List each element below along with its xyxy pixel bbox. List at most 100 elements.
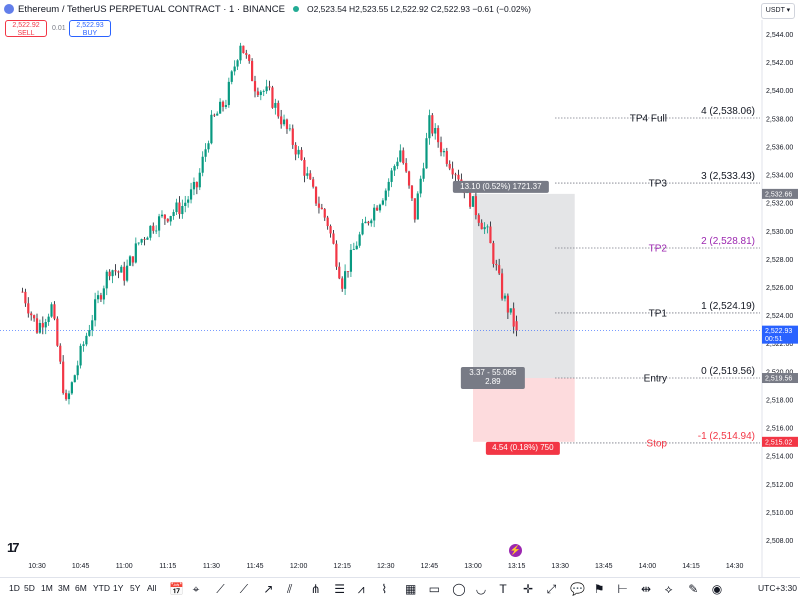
- long-position-tool[interactable]: [473, 193, 575, 442]
- currency-selector[interactable]: USDT ▾: [761, 3, 795, 19]
- tradingview-logo[interactable]: 17: [7, 540, 20, 555]
- cursor-icon[interactable]: ⌖: [192, 582, 200, 596]
- bolt-icon[interactable]: ⚡: [509, 544, 522, 557]
- time-tick-label: 14:15: [682, 563, 700, 570]
- price-tick-label: 2,522.00: [766, 341, 793, 348]
- tf-1m[interactable]: 1M: [41, 583, 53, 593]
- tf-6m[interactable]: 6M: [75, 583, 87, 593]
- level-value: 1 (2,524.19): [701, 301, 755, 312]
- time-tick-label: 10:45: [72, 563, 90, 570]
- parallel-channel-icon[interactable]: ⫽: [287, 582, 293, 596]
- candle-body: [448, 163, 451, 169]
- candle-body: [79, 345, 82, 366]
- sell-price: 2,522.92: [12, 22, 40, 29]
- candle-body: [477, 215, 480, 223]
- candle-body: [207, 143, 210, 150]
- extended-line-icon[interactable]: ↗: [263, 582, 274, 596]
- ray-icon[interactable]: ⟋: [239, 582, 249, 596]
- eye-icon[interactable]: ◉: [711, 582, 723, 596]
- candle-body: [367, 221, 370, 224]
- candle-body: [227, 81, 230, 106]
- candle-body: [62, 361, 65, 393]
- flag-icon[interactable]: ⚑: [593, 582, 605, 596]
- tf-all[interactable]: All: [147, 583, 157, 593]
- sell-button[interactable]: 2,522.92 SELL: [5, 20, 47, 37]
- tf-1d[interactable]: 1D: [9, 583, 20, 593]
- level-name: TP4 Full: [630, 113, 667, 124]
- candle-body: [422, 168, 425, 179]
- candle-body: [35, 318, 39, 333]
- pitchfork-icon[interactable]: ⋔: [310, 582, 321, 596]
- candle-body: [85, 335, 88, 345]
- arc-icon[interactable]: ◡: [475, 582, 487, 596]
- time-tick-label: 13:00: [464, 563, 482, 570]
- price-tick-label: 2,526.00: [766, 285, 793, 292]
- candle-body: [24, 291, 27, 304]
- calendar-range-icon[interactable]: 📅: [169, 582, 184, 596]
- candle-body: [21, 291, 24, 293]
- price-range-icon[interactable]: ⊢: [617, 582, 628, 596]
- fib-icon[interactable]: ☰: [334, 582, 345, 596]
- price-axis-tag: [762, 436, 798, 447]
- date-range-icon[interactable]: ⇹: [641, 582, 652, 596]
- candle-body: [210, 114, 213, 144]
- candle-body: [155, 230, 158, 232]
- candle-body: [402, 150, 405, 164]
- stop-label: 4.54 (0.18%) 750: [492, 443, 554, 452]
- candle-body: [221, 101, 225, 107]
- buy-button[interactable]: 2,522.93 BUY: [69, 20, 111, 37]
- candle-body: [439, 142, 443, 153]
- zigzag-icon[interactable]: ⩘: [357, 582, 365, 596]
- risk-reward-label: 3.37 - 55.066: [469, 368, 517, 377]
- candle-body: [192, 181, 196, 190]
- gann-icon[interactable]: ▦: [405, 582, 417, 596]
- candle-body: [277, 102, 280, 117]
- text-icon[interactable]: T: [499, 582, 507, 596]
- candle-body: [175, 202, 178, 213]
- price-tick-label: 2,536.00: [766, 144, 793, 151]
- candle-body: [471, 196, 475, 207]
- price-axis-tag-text: 2,522.93: [765, 328, 792, 335]
- level-name: TP1: [649, 308, 668, 319]
- symbol-title[interactable]: Ethereum / TetherUS PERPETUAL CONTRACT ·…: [18, 3, 285, 15]
- tf-ytd[interactable]: YTD: [93, 583, 110, 593]
- fib-levels[interactable]: TP4 Full 4 (2,538.06) TP3 3 (2,533.43) TP2 2 …: [555, 106, 760, 449]
- axes[interactable]: 2,544.00 2,542.00 2,540.00 2,538.00 2,536.00…: [28, 20, 798, 577]
- candle-body: [216, 113, 219, 116]
- time-tick-label: 12:15: [333, 563, 351, 570]
- level-name: Entry: [644, 374, 667, 385]
- circle-icon[interactable]: ◯: [452, 582, 466, 596]
- candle-body: [341, 278, 344, 289]
- candle-body: [94, 299, 97, 321]
- callout-icon[interactable]: 💬: [570, 582, 586, 596]
- trend-line-icon[interactable]: ⟋: [216, 582, 225, 596]
- candle-body: [30, 313, 33, 316]
- candle-body: [344, 271, 347, 289]
- candle-body: [178, 202, 181, 215]
- price-tick-label: 2,538.00: [766, 116, 793, 123]
- tf-1y[interactable]: 1Y: [113, 583, 124, 593]
- price-tick-label: 2,534.00: [766, 173, 793, 180]
- tf-3m[interactable]: 3M: [58, 583, 70, 593]
- candle-body: [219, 101, 222, 114]
- pattern-icon[interactable]: ⌇: [381, 582, 388, 596]
- crosshair-icon[interactable]: ✛: [523, 582, 534, 596]
- candle-body: [248, 54, 251, 61]
- candle-body: [425, 138, 428, 169]
- time-tick-label: 13:45: [595, 563, 613, 570]
- level-name: TP3: [649, 179, 668, 190]
- timezone-selector[interactable]: UTC+3:30: [758, 583, 797, 593]
- path-icon[interactable]: ⟡: [664, 582, 673, 596]
- measure-icon[interactable]: ⤢: [546, 582, 557, 596]
- price-tick-label: 2,518.00: [766, 397, 793, 404]
- tf-5d[interactable]: 5D: [24, 583, 35, 593]
- tf-5y[interactable]: 5Y: [130, 583, 141, 593]
- candle-body: [390, 170, 393, 182]
- candle-body: [329, 226, 332, 234]
- level-value: 0 (2,519.56): [701, 366, 755, 377]
- candle-body: [294, 144, 297, 155]
- candle-body: [131, 256, 135, 263]
- rectangle-icon[interactable]: ▭: [428, 582, 440, 596]
- brush-icon[interactable]: ✎: [688, 582, 699, 596]
